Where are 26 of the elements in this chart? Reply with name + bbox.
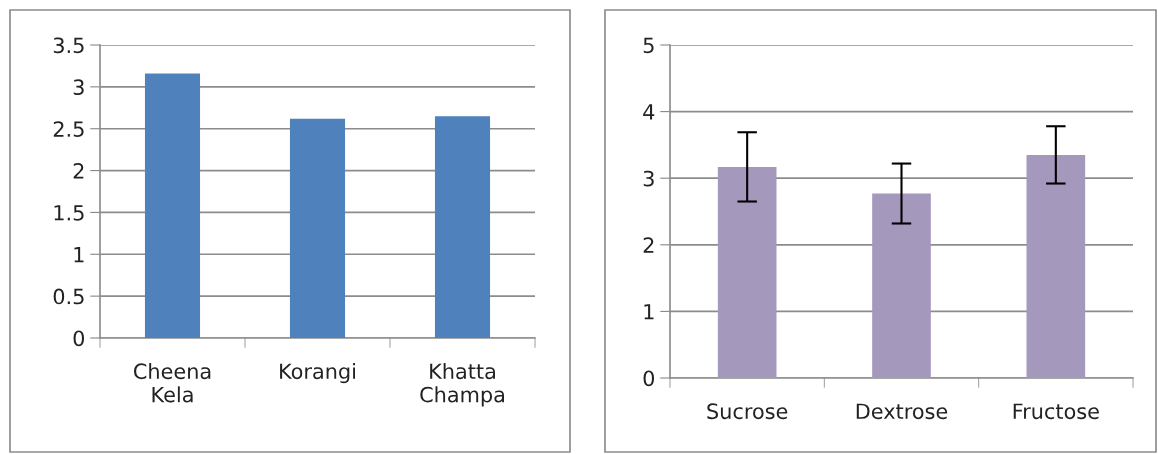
y-tick-label: 3	[643, 170, 654, 187]
bar	[434, 116, 491, 338]
y-tick-label: 2	[73, 163, 84, 179]
x-tick-label: Korangi	[280, 363, 355, 384]
x-tick-label: Sucrose	[707, 403, 788, 420]
y-tick-label: 1	[644, 304, 654, 320]
y-tick-label: 0	[73, 330, 85, 347]
y-tick-label: 2.5	[53, 121, 84, 137]
bar	[1026, 154, 1086, 378]
x-tick-label: Khatta Champa	[420, 363, 505, 407]
x-tick-label: Fructose	[1013, 403, 1099, 420]
bar	[289, 118, 346, 338]
y-tick-label: 2	[643, 237, 654, 253]
y-tick-label: 0	[643, 370, 655, 387]
y-tick-label: 3.5	[53, 37, 84, 54]
bar	[872, 193, 931, 378]
y-tick-label: 0.5	[53, 288, 84, 305]
bar	[144, 73, 201, 338]
y-tick-label: 1	[74, 247, 84, 263]
y-tick-label: 1.5	[54, 205, 84, 221]
y-tick-label: 3	[73, 79, 84, 96]
y-tick-label: 5	[643, 37, 654, 54]
x-tick-label: Dextrose	[856, 403, 948, 420]
x-tick-label: Cheena Kela	[133, 363, 211, 403]
bar	[717, 166, 777, 378]
y-tick-label: 4	[643, 104, 655, 120]
